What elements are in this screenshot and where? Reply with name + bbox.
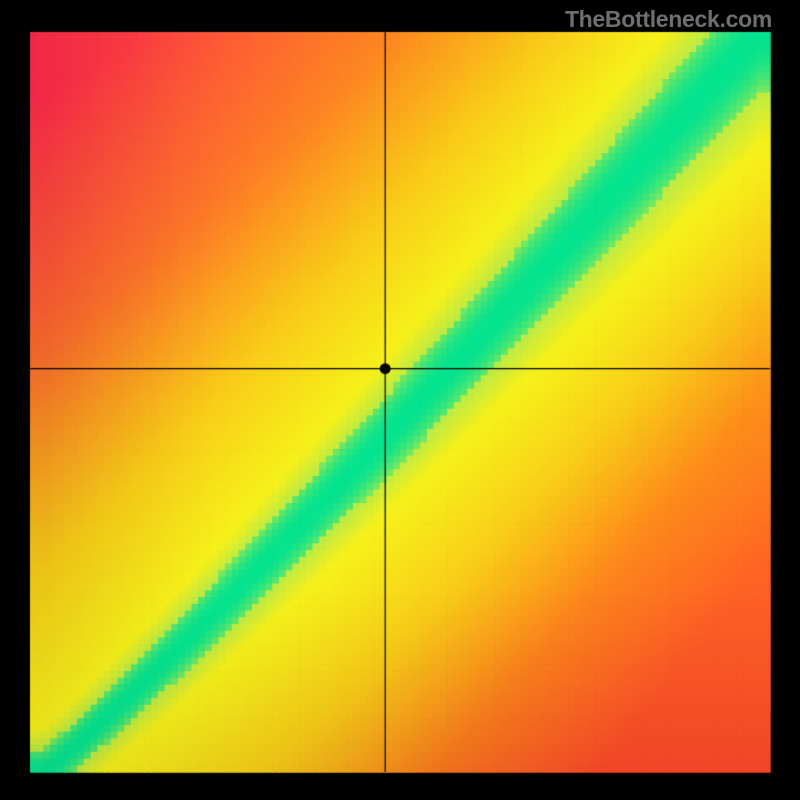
- watermark-text: TheBottleneck.com: [565, 6, 772, 33]
- crosshair-overlay: [0, 0, 800, 800]
